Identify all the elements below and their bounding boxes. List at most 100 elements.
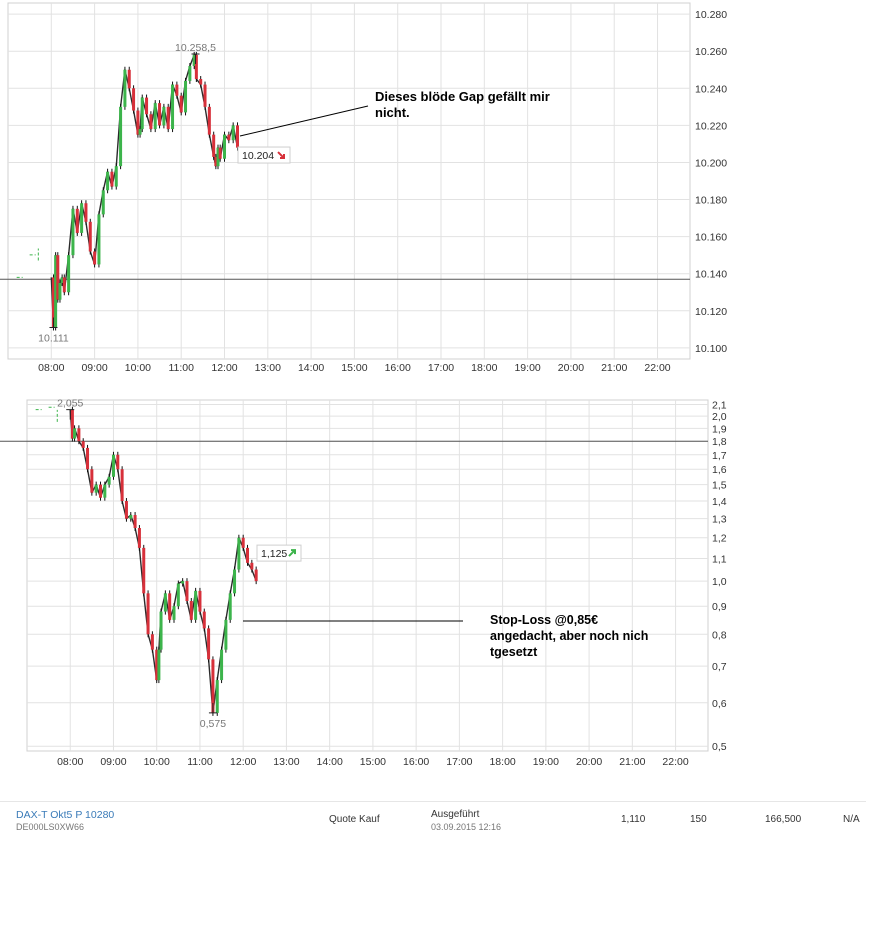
candle-body xyxy=(203,84,207,107)
low-label: 0,575 xyxy=(200,718,226,730)
annotation-text: nicht. xyxy=(375,105,410,120)
order-type: Quote Kauf xyxy=(329,814,380,825)
x-tick-label: 14:00 xyxy=(298,362,324,374)
y-tick-label: 10.240 xyxy=(695,83,727,95)
x-tick-label: 08:00 xyxy=(57,756,83,768)
x-tick-label: 12:00 xyxy=(211,362,237,374)
candle-body xyxy=(176,583,180,607)
y-tick-label: 0,7 xyxy=(712,661,727,673)
candle-body xyxy=(233,569,237,594)
candle-body xyxy=(159,611,163,650)
trend-down-icon xyxy=(277,151,285,160)
annotation-text: angedacht, aber noch nich xyxy=(490,629,648,643)
y-tick-label: 10.100 xyxy=(695,343,727,355)
candle-body xyxy=(77,428,81,442)
x-tick-label: 13:00 xyxy=(273,756,299,768)
candle-body xyxy=(155,649,159,681)
candle-body xyxy=(172,606,176,620)
candle-body xyxy=(107,476,111,485)
x-tick-label: 17:00 xyxy=(428,362,454,374)
candle-body xyxy=(62,277,66,293)
candle-body xyxy=(97,214,101,265)
candle-body xyxy=(207,628,211,660)
candle-body xyxy=(194,54,198,80)
candle-body xyxy=(60,277,64,283)
order-isin: DE000LS0XW66 xyxy=(16,822,85,832)
order-product-link[interactable]: DAX-T Okt5 P 10280 xyxy=(16,809,115,821)
x-tick-label: 20:00 xyxy=(576,756,602,768)
y-tick-label: 1,3 xyxy=(712,514,727,526)
candle-body xyxy=(124,501,128,519)
candle-body xyxy=(123,69,127,107)
candle-body xyxy=(228,593,232,620)
x-tick-label: 16:00 xyxy=(385,362,411,374)
y-tick-label: 1,2 xyxy=(712,533,727,545)
candle-body xyxy=(162,106,166,126)
candle-body xyxy=(153,103,157,130)
candle-body xyxy=(119,106,123,167)
candle-body xyxy=(56,255,60,300)
x-tick-label: 09:00 xyxy=(81,362,107,374)
y-tick-label: 10.140 xyxy=(695,269,727,281)
candle-body xyxy=(94,484,98,493)
candle-body xyxy=(73,428,77,439)
y-tick-label: 2,1 xyxy=(712,399,727,411)
high-marker xyxy=(191,53,200,64)
low-marker xyxy=(49,317,58,328)
x-tick-label: 09:00 xyxy=(100,756,126,768)
y-tick-label: 0,9 xyxy=(712,601,727,613)
x-tick-label: 13:00 xyxy=(255,362,281,374)
candle-body xyxy=(215,680,219,713)
premarket-marks xyxy=(16,248,39,278)
last-price-box xyxy=(256,544,302,562)
x-tick-label: 10:00 xyxy=(125,362,151,374)
candle-body xyxy=(150,634,154,650)
candle-body xyxy=(199,79,203,85)
order-row[interactable]: DAX-T Okt5 P 10280 DE000LS0XW66 Quote Ka… xyxy=(0,801,866,842)
trend-up-icon xyxy=(288,549,296,557)
candle-body xyxy=(58,282,62,300)
y-tick-label: 10.220 xyxy=(695,120,727,132)
candle-body xyxy=(188,66,192,81)
last-price-label: 1,125 xyxy=(261,548,287,560)
candle-body xyxy=(216,147,220,167)
x-tick-label: 19:00 xyxy=(514,362,540,374)
annotation-text: tgesetzt xyxy=(490,645,538,659)
x-tick-label: 17:00 xyxy=(446,756,472,768)
price-chart-warrant: 2,12,01,91,8 1,7 1,6 1,5 1,4 1,3 1,2 1,1 1,0 0,9 0… xyxy=(0,398,727,768)
x-tick-label: 11:00 xyxy=(168,362,194,374)
candle-body xyxy=(116,454,120,470)
annotation-pointer xyxy=(239,105,369,137)
candle-body xyxy=(184,80,188,113)
candle-body xyxy=(212,134,216,157)
x-tick-label: 15:00 xyxy=(341,362,367,374)
candle-body xyxy=(246,547,250,563)
candle-body xyxy=(84,203,88,222)
y-tick-label: 1,4 xyxy=(712,496,727,508)
candle-body xyxy=(127,69,131,89)
candle-body xyxy=(175,84,179,96)
candle-body xyxy=(158,103,162,126)
candle-body xyxy=(137,528,141,548)
y-tick-label: 1,6 xyxy=(712,464,727,476)
y-tick-label: 10.160 xyxy=(695,232,727,244)
order-datetime: 03.09.2015 12:16 xyxy=(431,822,502,832)
candle-body xyxy=(146,593,150,635)
premarket-marks xyxy=(35,406,58,422)
x-tick-label: 10:00 xyxy=(144,756,170,768)
candle-body xyxy=(168,593,172,620)
candle-body xyxy=(110,171,114,187)
candle-body xyxy=(101,190,105,215)
candle-body xyxy=(140,97,144,130)
candle-body xyxy=(106,171,110,191)
candle-body xyxy=(51,277,55,328)
candle-body xyxy=(250,562,254,570)
candle-body xyxy=(99,484,103,498)
y-tick-label: 0,5 xyxy=(712,741,727,753)
order-price: 1,110 xyxy=(621,814,646,825)
plot-area xyxy=(26,399,709,752)
x-tick-label: 14:00 xyxy=(317,756,343,768)
candle-body xyxy=(171,84,175,130)
y-tick-label: 1,1 xyxy=(712,553,727,565)
x-tick-label: 11:00 xyxy=(187,756,213,768)
